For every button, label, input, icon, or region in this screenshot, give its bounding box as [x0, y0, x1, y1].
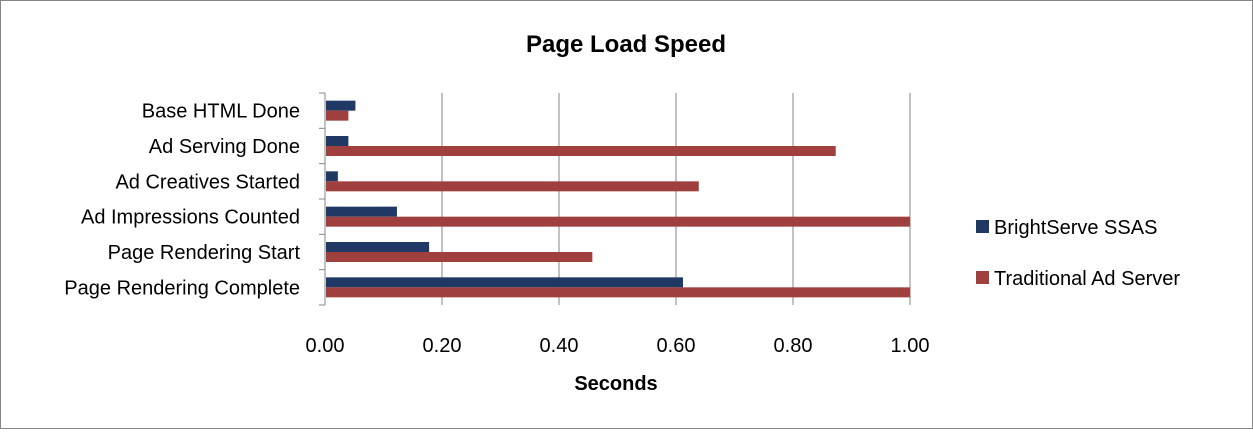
bar-brightserve — [326, 206, 397, 217]
category-label: Ad Creatives Started — [115, 171, 300, 193]
bar-traditional — [326, 287, 910, 298]
x-tick-label: 0.40 — [540, 335, 579, 357]
bar-traditional — [326, 181, 699, 192]
x-tick-label: 0.20 — [423, 335, 462, 357]
bar-brightserve — [326, 171, 338, 182]
bars — [326, 100, 910, 298]
x-axis-title: Seconds — [574, 373, 657, 395]
gridlines — [441, 93, 911, 305]
category-labels: Page Rendering Complete Page Rendering St… — [64, 101, 300, 300]
x-tick-label: 0.60 — [657, 335, 696, 357]
category-label: Page Rendering Start — [108, 242, 301, 264]
bar-traditional — [326, 146, 836, 156]
axes — [319, 92, 326, 306]
bar-brightserve — [326, 277, 684, 288]
legend: BrightServe SSAS Traditional Ad Server — [976, 217, 1180, 290]
tick-labels: 0.00 0.20 0.40 0.60 0.80 1.00 — [306, 335, 930, 357]
bar-traditional — [326, 110, 349, 121]
bar-brightserve — [326, 100, 356, 111]
legend-swatch — [976, 271, 989, 284]
bar-brightserve — [326, 136, 349, 146]
legend-swatch — [976, 220, 989, 233]
legend-label: BrightServe SSAS — [994, 217, 1157, 239]
bar-traditional — [326, 216, 910, 227]
category-label: Page Rendering Complete — [64, 277, 300, 299]
category-label: Ad Serving Done — [149, 136, 300, 158]
x-tick-label: 0.80 — [774, 335, 813, 357]
category-label: Ad Impressions Counted — [81, 207, 300, 229]
legend-label: Traditional Ad Server — [994, 268, 1180, 290]
chart-title: Page Load Speed — [526, 31, 726, 58]
bar-brightserve — [326, 242, 430, 252]
bar-traditional — [326, 252, 593, 262]
x-tick-label: 0.00 — [306, 335, 345, 357]
x-tick-label: 1.00 — [891, 335, 930, 357]
category-label: Base HTML Done — [142, 101, 300, 123]
